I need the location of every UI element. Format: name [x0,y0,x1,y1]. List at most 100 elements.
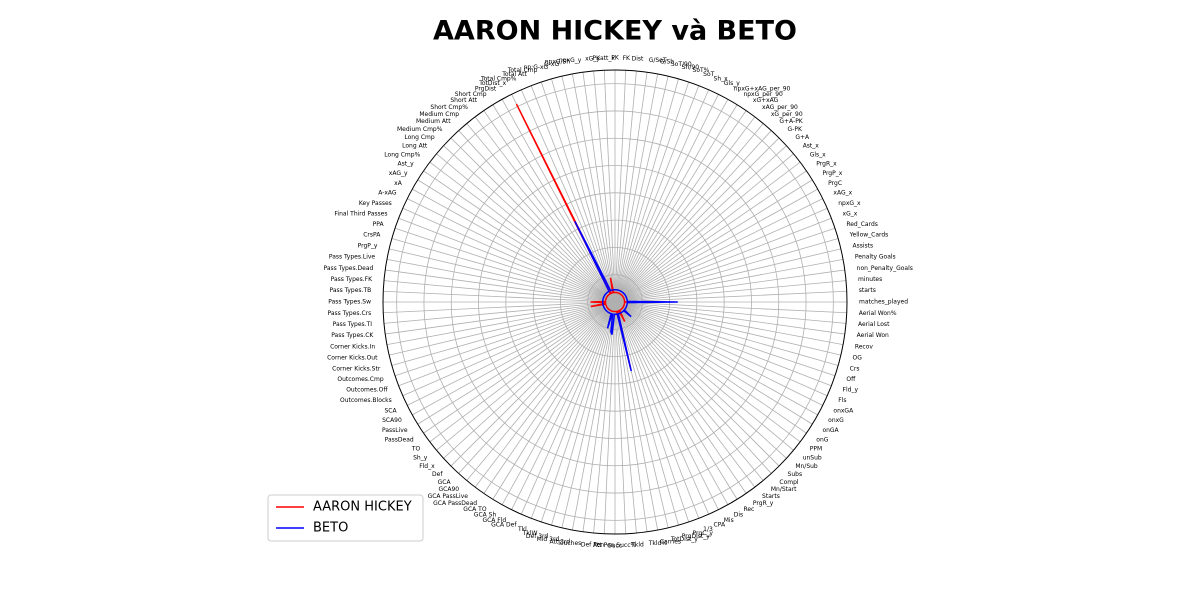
axis-label: Touches [556,540,581,547]
spoke [614,153,794,303]
spoke [614,301,818,416]
spoke [458,301,616,474]
axis-label: xG_per_90 [771,111,803,118]
spoke [614,301,648,532]
spoke [417,301,616,425]
axis-label: Succ [608,543,622,550]
axis-label: xG+xAG [753,97,779,104]
axis-label: Corner Kicks.In [330,343,375,350]
spoke [614,301,844,346]
spoke [540,301,616,523]
spoke [614,227,836,303]
legend-box [267,494,424,542]
spoke [614,301,780,467]
axis-label: GCA Fld [482,517,506,524]
axis-label: Corner Kicks.Str [332,365,381,372]
spoke [614,301,719,510]
spoke [593,70,616,303]
axis-label: Rec [743,506,754,513]
spoke [614,301,747,494]
spoke [551,78,616,303]
spoke [614,301,690,523]
spoke [614,301,836,377]
spoke [407,198,616,303]
axis-label: Carries [660,538,681,545]
marks [515,103,678,372]
spoke [501,99,616,303]
spoke [614,116,756,303]
spoke [383,280,616,303]
grid [382,69,848,535]
axis-label: Pass Types.Sw [328,299,371,306]
axis-label: npxG_per_90 [743,91,783,98]
axis-label: TklW [522,530,538,537]
axis-label: PrgP_x [822,170,842,177]
axis-label: G-xG [544,61,559,68]
spoke [614,301,700,519]
axis-label: Off [846,376,856,383]
legend: AARON HICKEY BETO [267,494,424,542]
axis-label: Recov [855,343,874,350]
axis-label: xAG_y [389,170,408,177]
axis-label: onGA [822,427,839,434]
axis-label: non_Penalty_Goals [857,265,913,272]
spoke [385,301,616,335]
axis-label: Outcomes.Blocks [340,397,392,404]
axis-label: Short Cmp [455,91,487,98]
spoke [614,72,648,303]
axis-label: Final Third Passes [334,210,387,217]
axis-label: Crs [850,365,860,372]
axis-label: Sh_y [413,454,428,461]
axis-label: Pass Types.FK [331,276,373,283]
axis-label: Short Att [450,97,477,104]
spoke [436,153,616,303]
spoke [614,188,818,303]
axis-label: PPM [810,446,822,453]
axis-label: CPA [714,522,726,529]
spoke [614,70,637,303]
spoke [593,301,616,534]
axis-label: Mid 3rd [537,536,560,543]
spoke [423,301,616,434]
axis-label: Medium Cmp [419,111,459,118]
axis-label: SCA90 [382,417,402,424]
spoke [614,70,627,303]
spoke [530,85,616,303]
axis-label: TotDist_y [670,536,698,543]
spoke [614,207,828,303]
axis-label: Def [432,471,443,478]
labels: matches_played starts minutes non_Penalty_G… [324,55,913,550]
axis-label: TotDist_x [478,80,506,87]
axis-label: Aerial Lost [858,321,890,328]
axis-label: G+A [795,134,810,141]
axis-label: onG [816,436,828,443]
axis-label: Tkl [517,526,527,533]
axis-label: G+A-PK [779,118,803,125]
axis-label: np:G-xG [524,64,549,71]
axis-label: Gls_x [810,151,826,158]
frame [382,69,848,535]
spoke [614,301,823,406]
axis-label: Aerial Won [857,332,889,339]
axis-label: Fls [838,397,846,404]
axis-label: PKatt_x [593,55,616,62]
spoke [389,301,616,356]
axis-label: PK [611,55,620,62]
axis-label: G-PK [788,126,803,133]
axis-label: Dist [632,56,644,63]
spoke [386,258,616,303]
axis-label: Sh_x [714,75,729,82]
axis-label: npxG_y [559,57,582,64]
legend-label: BETO [313,521,348,536]
spoke [614,301,807,434]
spoke [398,217,616,303]
spoke [474,301,616,488]
spoke [385,269,616,303]
axis-label: xG_x [843,210,858,217]
spoke [391,238,616,303]
axis-label: Mis [724,517,734,524]
spoke [582,301,616,532]
axis-label: Assists [853,243,874,250]
spoke [429,161,616,303]
